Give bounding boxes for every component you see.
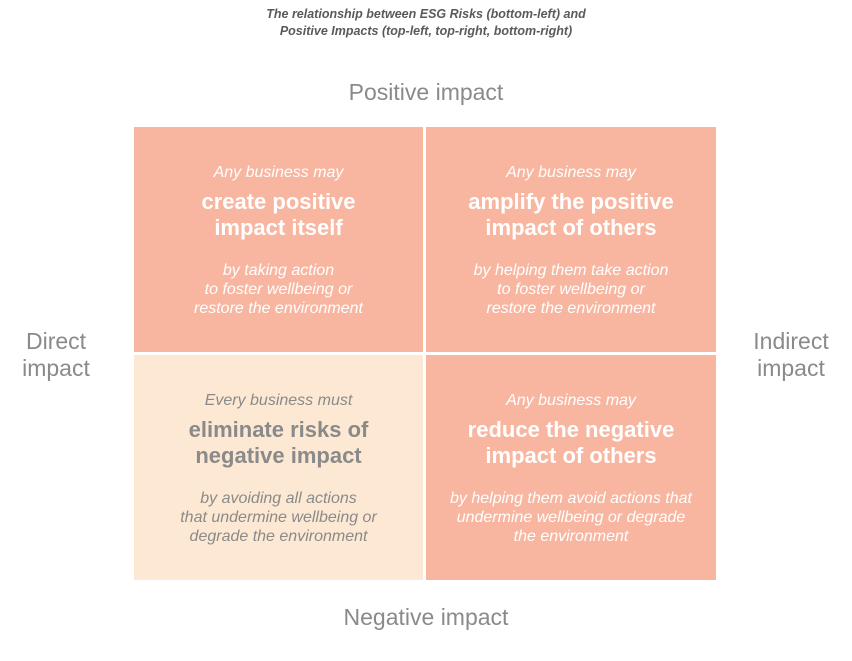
title-line-2: Positive Impacts (top-left, top-right, b…: [279, 24, 573, 38]
quadrant-bottom-right: Any business may reduce the negative imp…: [426, 355, 716, 580]
quadrant-detail: by taking action to foster wellbeing or …: [134, 261, 423, 318]
quadrant-heading-line: amplify the positive: [468, 189, 674, 214]
axis-label-direct: Direct impact: [0, 328, 112, 382]
quadrant-heading: eliminate risks of negative impact: [134, 417, 423, 469]
quadrant-heading-line: eliminate risks of: [188, 417, 369, 442]
quadrant-heading-line: create positive: [201, 189, 356, 214]
axis-label-direct-line-1: Direct: [25, 328, 87, 354]
quadrant-detail-line: restore the environment: [194, 300, 363, 317]
axis-label-indirect-line-1: Indirect: [753, 328, 829, 354]
quadrant-heading: amplify the positive impact of others: [426, 189, 716, 241]
quadrant-detail-line: to foster wellbeing or: [204, 281, 353, 298]
quadrant-detail-line: that undermine wellbeing or: [180, 509, 377, 526]
quadrant-detail: by helping them avoid actions that under…: [426, 489, 716, 546]
quadrant-heading: reduce the negative impact of others: [426, 417, 716, 469]
axis-label-positive: Positive impact: [348, 79, 504, 105]
diagram-title: The relationship between ESG Risks (bott…: [0, 6, 852, 40]
quadrant-detail: by avoiding all actions that undermine w…: [134, 489, 423, 546]
quadrant-top-right: Any business may amplify the positive im…: [426, 127, 716, 352]
quadrant-heading-line: impact of others: [485, 215, 657, 240]
quadrant-heading-line: negative impact: [195, 443, 362, 468]
quadrant-heading-line: impact itself: [214, 215, 343, 240]
title-line-1: The relationship between ESG Risks (bott…: [266, 7, 586, 21]
quadrant-top-left: Any business may create positive impact …: [134, 127, 423, 352]
axis-label-negative: Negative impact: [343, 604, 509, 630]
quadrant-intro: Any business may: [506, 164, 636, 181]
quadrant-content: Any business may reduce the negative imp…: [426, 391, 716, 546]
quadrant-heading: create positive impact itself: [134, 189, 423, 241]
quadrant-detail-line: by helping them avoid actions that: [450, 490, 692, 507]
quadrant-detail-line: by helping them take action: [473, 262, 669, 279]
quadrant-detail-line: restore the environment: [486, 300, 656, 317]
quadrant-intro: Any business may: [213, 164, 344, 181]
quadrant-detail-line: by avoiding all actions: [200, 490, 357, 507]
quadrant-detail-line: degrade the environment: [189, 528, 368, 545]
quadrant-detail-line: undermine wellbeing or degrade: [456, 509, 686, 526]
quadrant-content: Every business must eliminate risks of n…: [134, 391, 423, 546]
quadrant-heading-line: impact of others: [485, 443, 657, 468]
quadrant-detail: by helping them take action to foster we…: [426, 261, 716, 318]
quadrant-heading-line: reduce the negative: [467, 417, 675, 442]
axis-label-direct-line-2: impact: [22, 355, 90, 381]
quadrant-content: Any business may amplify the positive im…: [426, 163, 716, 318]
quadrant-content: Any business may create positive impact …: [134, 163, 423, 318]
quadrant-detail-line: by taking action: [222, 262, 335, 279]
quadrant-intro: Any business may: [506, 392, 636, 409]
axis-label-indirect-line-2: impact: [757, 355, 825, 381]
axis-label-indirect: Indirect impact: [732, 328, 850, 382]
quadrant-detail-line: to foster wellbeing or: [497, 281, 645, 298]
quadrant-intro: Every business must: [204, 392, 353, 409]
quadrant-detail-line: the environment: [513, 528, 629, 545]
quadrant-bottom-left: Every business must eliminate risks of n…: [134, 355, 423, 580]
